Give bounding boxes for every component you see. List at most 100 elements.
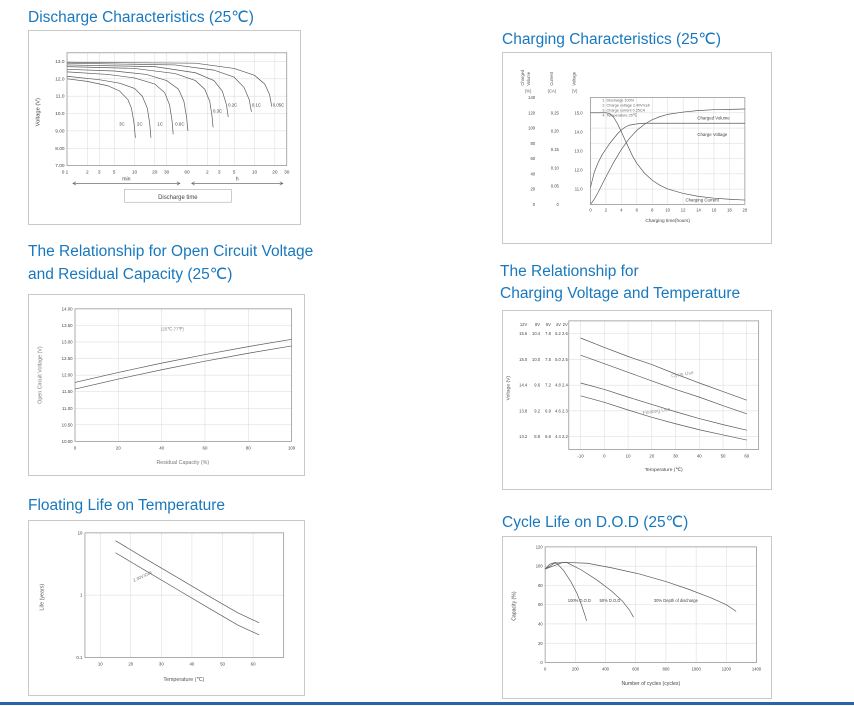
svg-text:Charging time(hours): Charging time(hours) [645,218,690,224]
svg-text:60: 60 [203,445,208,450]
svg-text:Volume: Volume [526,71,531,86]
svg-text:Open Circuit Voltage (V): Open Circuit Voltage (V) [37,346,43,404]
svg-text:80: 80 [246,445,251,450]
svg-text:14: 14 [696,207,701,212]
svg-text:Residual Capacity (%): Residual Capacity (%) [156,460,209,466]
svg-text:0.2C: 0.2C [228,103,237,108]
svg-text:Number of cycles (cycles): Number of cycles (cycles) [621,681,680,687]
svg-text:Current: Current [549,71,554,86]
charge-voltage-temperature-chart-canvas: -10 0 10 20 30 40 50 60 12V 8V 6V 4V 2V 15.6 10.4 7.8 5.… [505,320,760,473]
svg-text:7.2: 7.2 [545,383,551,388]
svg-text:30: 30 [284,170,290,176]
svg-text:4. Temperature 25℃: 4. Temperature 25℃ [602,113,637,117]
svg-text:60: 60 [744,453,749,458]
svg-text:2: 2 [206,170,209,176]
ocv-title-line1: The Relationship for Open Circuit Voltag… [28,243,314,260]
svg-text:6.9: 6.9 [545,408,551,413]
svg-text:0.3C: 0.3C [213,109,222,114]
svg-text:10.00: 10.00 [62,439,73,444]
svg-text:11.50: 11.50 [62,389,73,394]
svg-text:60: 60 [538,602,543,607]
svg-text:20: 20 [272,170,278,176]
svg-text:0.1: 0.1 [76,655,83,660]
svg-text:Capacity (%): Capacity (%) [512,591,518,621]
svg-text:0.25: 0.25 [551,110,560,115]
floating-life-chart-canvas: 10 20 30 40 50 60 10 1 0.1 2.30V/Cell Life (years)… [39,530,285,683]
cycle-life-dod-chart-canvas: 0 200 400 600 800 1000 1200 1400 0 20 40 60 80 100 120… [512,544,762,687]
svg-text:6: 6 [636,207,639,212]
svg-text:0: 0 [544,666,547,671]
svg-text:14.0: 14.0 [575,129,584,134]
svg-text:13.2: 13.2 [519,434,528,439]
svg-text:8V: 8V [535,322,540,327]
svg-text:15.6: 15.6 [519,331,528,336]
svg-text:0.20: 0.20 [551,129,560,134]
svg-text:20: 20 [152,170,158,176]
svg-text:4.4: 4.4 [555,434,561,439]
svg-text:1400: 1400 [752,666,762,671]
charging-title: Charging Characteristics (25℃) [502,31,721,48]
svg-text:Charged: Charged [520,69,525,86]
svg-text:10: 10 [665,207,670,212]
svg-text:100: 100 [288,445,296,450]
svg-text:Temperature (℃): Temperature (℃) [163,677,204,683]
svg-text:3: 3 [218,170,221,176]
svg-text:5: 5 [113,170,116,176]
svg-text:800: 800 [662,666,670,671]
svg-text:13.0: 13.0 [575,148,584,153]
svg-text:400: 400 [602,666,610,671]
svg-text:(V): (V) [572,89,578,94]
svg-text:6.6: 6.6 [545,434,551,439]
svg-text:4V: 4V [556,322,561,327]
svg-text:2.2: 2.2 [562,434,568,439]
svg-text:12.0: 12.0 [575,168,584,173]
svg-text:15.0: 15.0 [575,110,584,115]
svg-text:12: 12 [681,207,686,212]
svg-text:1: 1 [66,170,69,176]
svg-text:10.4: 10.4 [532,331,541,336]
svg-text:11.0: 11.0 [575,187,583,192]
cycle-life-dod-chart: 0 200 400 600 800 1000 1200 1400 0 20 40 60 80 100 120… [502,536,772,699]
svg-text:10: 10 [78,530,83,535]
ocv-title-line2: and Residual Capacity (25℃) [28,266,233,283]
svg-text:h: h [236,176,239,182]
svg-text:2.5: 2.5 [562,357,568,362]
svg-text:4.6: 4.6 [555,408,561,413]
svg-text:9.2: 9.2 [534,408,540,413]
svg-text:4: 4 [620,207,623,212]
footer-rule [0,702,854,705]
ocv-capacity-chart: 0 20 40 60 80 100 14.00 13.50 13.00 12.50 12.00 11.… [28,294,305,476]
svg-text:2.30V/Cell: 2.30V/Cell [132,570,152,583]
svg-text:20: 20 [530,187,535,192]
svg-text:Discharge time: Discharge time [158,195,198,201]
svg-text:20: 20 [649,453,654,458]
svg-text:7.5: 7.5 [545,357,551,362]
svg-text:11.0: 11.0 [56,94,65,100]
svg-text:10: 10 [98,661,103,666]
svg-text:30: 30 [673,453,678,458]
svg-text:-10: -10 [577,453,584,458]
svg-text:Charge Voltage: Charge Voltage [697,132,728,137]
svg-text:Voltage (V): Voltage (V) [505,376,511,401]
svg-text:0.05C: 0.05C [273,103,285,108]
svg-text:120: 120 [536,544,544,549]
svg-text:30: 30 [164,170,170,176]
svg-text:100: 100 [528,126,536,131]
charging-chart-canvas: 0 2 4 6 8 10 12 14 16 18 20 Charged Volume Current Vol… [520,69,748,224]
svg-text:0.1C: 0.1C [252,103,261,108]
svg-text:9.00: 9.00 [55,128,65,134]
floating-life-title: Floating Life on Temperature [28,497,226,514]
svg-text:100% D.O.D: 100% D.O.D [568,598,591,603]
svg-text:10: 10 [132,170,138,176]
svg-text:120: 120 [528,110,536,115]
svg-text:0.05: 0.05 [551,184,560,189]
svg-text:13.0: 13.0 [55,59,65,65]
svg-text:min: min [122,176,130,182]
svg-text:2V: 2V [563,322,568,327]
svg-text:10.50: 10.50 [62,422,73,427]
svg-text:Cycle Use: Cycle Use [671,370,694,379]
svg-text:0: 0 [557,202,560,207]
svg-text:15.0: 15.0 [519,357,528,362]
discharge-chart-canvas: 1 2 3 5 10 20 30 60 2 3 5 10 20 30 7.00 8.00 9.00 10.0 11.… [35,52,290,203]
